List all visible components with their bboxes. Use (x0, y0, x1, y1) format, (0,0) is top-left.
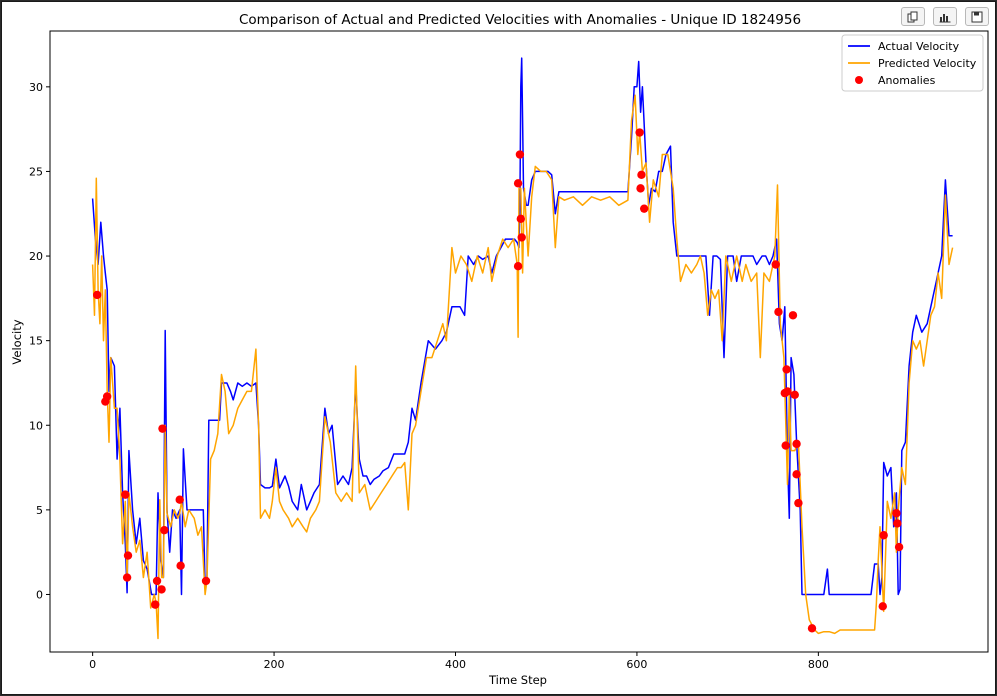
anomaly-point (93, 291, 101, 299)
x-tick-label: 800 (808, 658, 829, 671)
y-tick-label: 0 (36, 588, 43, 601)
anomaly-point (202, 577, 210, 585)
anomaly-point (153, 577, 161, 585)
anomaly-point (792, 470, 800, 478)
y-tick-label: 25 (29, 165, 43, 178)
anomaly-point (774, 308, 782, 316)
anomaly-point (516, 150, 524, 158)
y-tick-label: 15 (29, 335, 43, 348)
anomaly-point (517, 215, 525, 223)
anomaly-point (808, 624, 816, 632)
anomaly-point (518, 233, 526, 241)
legend-label: Anomalies (878, 74, 936, 87)
anomaly-point (783, 387, 791, 395)
anomaly-point (157, 585, 165, 593)
anomaly-point (879, 531, 887, 539)
x-tick-label: 0 (89, 658, 96, 671)
anomaly-point (123, 573, 131, 581)
plot-area: 0 200 400 600 800 0 5 10 15 20 25 30 (29, 31, 988, 671)
anomaly-point (792, 440, 800, 448)
anomaly-point (635, 128, 643, 136)
legend-label: Actual Velocity (878, 40, 960, 53)
anomaly-point (514, 262, 522, 270)
anomaly-point (640, 204, 648, 212)
anomaly-point (637, 171, 645, 179)
anomaly-point (782, 365, 790, 373)
anomaly-point (124, 551, 132, 559)
anomaly-point (782, 441, 790, 449)
series-line-actual-velocity (93, 58, 953, 594)
anomaly-point (794, 499, 802, 507)
legend-swatch-marker (855, 76, 863, 84)
anomaly-point (176, 496, 184, 504)
anomaly-point (893, 519, 901, 527)
anomaly-point (879, 602, 887, 610)
y-tick-label: 20 (29, 250, 43, 263)
y-tick-label: 5 (36, 504, 43, 517)
x-tick-label: 400 (445, 658, 466, 671)
x-tick-label: 200 (264, 658, 285, 671)
axes-frame (50, 31, 988, 652)
anomaly-point (772, 260, 780, 268)
anomaly-point (892, 509, 900, 517)
anomaly-point (176, 562, 184, 570)
anomaly-point (151, 600, 159, 608)
anomaly-point (895, 543, 903, 551)
y-axis-label: Velocity (10, 319, 24, 364)
anomaly-point (789, 311, 797, 319)
legend-label: Predicted Velocity (878, 57, 977, 70)
anomaly-point (791, 391, 799, 399)
anomaly-point (158, 424, 166, 432)
chart-title: Comparison of Actual and Predicted Veloc… (239, 12, 801, 28)
anomaly-point (514, 179, 522, 187)
anomaly-point (160, 526, 168, 534)
legend: Actual Velocity Predicted Velocity Anomali… (842, 35, 983, 91)
y-tick-label: 30 (29, 81, 43, 94)
anomaly-point (636, 184, 644, 192)
y-tick-label: 10 (29, 419, 43, 432)
x-axis-label: Time Step (488, 673, 547, 687)
x-tick-label: 600 (626, 658, 647, 671)
anomaly-point (121, 490, 129, 498)
anomaly-point (103, 392, 111, 400)
